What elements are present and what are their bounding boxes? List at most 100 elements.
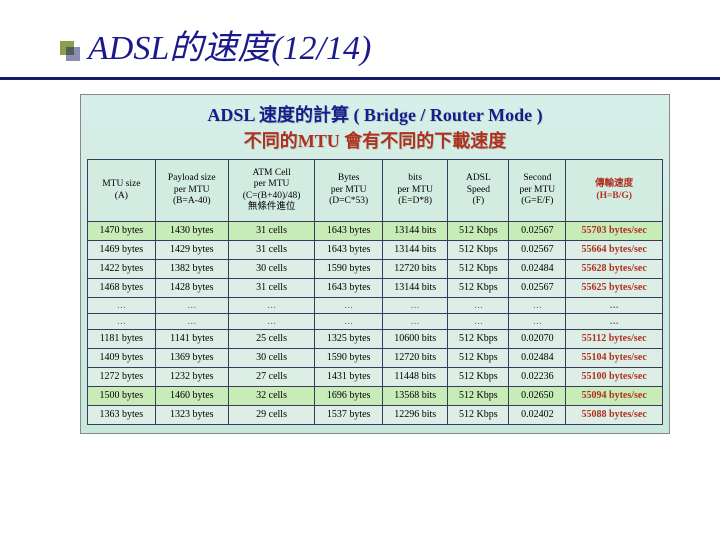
table-cell: 25 cells — [228, 329, 314, 348]
table-cell: 13144 bits — [382, 279, 447, 298]
table-gap-row: …………………… — [88, 313, 663, 329]
table-row: 1470 bytes1430 bytes31 cells1643 bytes13… — [88, 222, 663, 241]
table-cell: … — [315, 313, 383, 329]
table-cell: 13144 bits — [382, 222, 447, 241]
table-cell: 55094 bytes/sec — [566, 386, 663, 405]
table-cell: 512 Kbps — [448, 222, 509, 241]
table-cell: 0.02484 — [509, 348, 566, 367]
underline — [0, 77, 720, 80]
table-cell: 1382 bytes — [155, 260, 228, 279]
table-cell: 0.02236 — [509, 367, 566, 386]
table-cell: 1363 bytes — [88, 405, 156, 424]
table-cell: 1141 bytes — [155, 329, 228, 348]
table-cell: … — [566, 313, 663, 329]
table-cell: 31 cells — [228, 222, 314, 241]
col-bits: bitsper MTU(E=D*8) — [382, 160, 447, 222]
table-cell: 1272 bytes — [88, 367, 156, 386]
table-cell: … — [509, 313, 566, 329]
table-row: 1363 bytes1323 bytes29 cells1537 bytes12… — [88, 405, 663, 424]
table-cell: 1325 bytes — [315, 329, 383, 348]
table-row: 1469 bytes1429 bytes31 cells1643 bytes13… — [88, 241, 663, 260]
table-cell: 31 cells — [228, 241, 314, 260]
table-header-row: MTU size(A) Payload sizeper MTU(B=A-40) … — [88, 160, 663, 222]
table-cell: 10600 bits — [382, 329, 447, 348]
col-speed: ADSLSpeed(F) — [448, 160, 509, 222]
table-cell: 1429 bytes — [155, 241, 228, 260]
table-cell: 0.02650 — [509, 386, 566, 405]
table-cell: 55104 bytes/sec — [566, 348, 663, 367]
table-cell: 512 Kbps — [448, 348, 509, 367]
table-cell: 1643 bytes — [315, 222, 383, 241]
table-cell: 0.02402 — [509, 405, 566, 424]
table-cell: 1323 bytes — [155, 405, 228, 424]
col-payload: Payload sizeper MTU(B=A-40) — [155, 160, 228, 222]
page-title: ADSL的速度(12/14) — [88, 20, 371, 69]
table-cell: … — [509, 298, 566, 314]
table-cell: … — [448, 313, 509, 329]
content-panel: ADSL 速度的計算 ( Bridge / Router Mode ) 不同的M… — [80, 94, 670, 434]
table-cell: 12296 bits — [382, 405, 447, 424]
table-cell: 1430 bytes — [155, 222, 228, 241]
table-cell: 1590 bytes — [315, 260, 383, 279]
table-row: 1409 bytes1369 bytes30 cells1590 bytes12… — [88, 348, 663, 367]
table-row: 1272 bytes1232 bytes27 cells1431 bytes11… — [88, 367, 663, 386]
table-cell: 1470 bytes — [88, 222, 156, 241]
table-cell: … — [88, 313, 156, 329]
adsl-speed-table: MTU size(A) Payload sizeper MTU(B=A-40) … — [87, 159, 663, 425]
panel-subtitle-2: 不同的MTU 會有不同的下載速度 — [87, 127, 663, 153]
table-cell: 29 cells — [228, 405, 314, 424]
table-cell: 1181 bytes — [88, 329, 156, 348]
table-cell: … — [228, 298, 314, 314]
table-cell: 27 cells — [228, 367, 314, 386]
col-transfer: 傳輸速度(H=B/G) — [566, 160, 663, 222]
table-cell: 512 Kbps — [448, 386, 509, 405]
table-cell: 30 cells — [228, 260, 314, 279]
table-cell: 11448 bits — [382, 367, 447, 386]
table-cell: 1643 bytes — [315, 279, 383, 298]
table-cell: 1643 bytes — [315, 241, 383, 260]
table-cell: 0.02567 — [509, 279, 566, 298]
table-cell: 1369 bytes — [155, 348, 228, 367]
table-row: 1500 bytes1460 bytes32 cells1696 bytes13… — [88, 386, 663, 405]
table-cell: 1537 bytes — [315, 405, 383, 424]
table-cell: … — [382, 298, 447, 314]
col-atmcell: ATM Cellper MTU(C=(B+40)/48)無條件進位 — [228, 160, 314, 222]
table-cell: 32 cells — [228, 386, 314, 405]
table-cell: … — [155, 313, 228, 329]
table-cell: 1428 bytes — [155, 279, 228, 298]
table-gap-row: …………………… — [88, 298, 663, 314]
table-cell: 1409 bytes — [88, 348, 156, 367]
table-cell: … — [228, 313, 314, 329]
table-cell: 0.02070 — [509, 329, 566, 348]
col-mtu: MTU size(A) — [88, 160, 156, 222]
table-cell: 1500 bytes — [88, 386, 156, 405]
table-row: 1181 bytes1141 bytes25 cells1325 bytes10… — [88, 329, 663, 348]
table-cell: 512 Kbps — [448, 329, 509, 348]
table-cell: … — [382, 313, 447, 329]
table-cell: 55664 bytes/sec — [566, 241, 663, 260]
table-body: 1470 bytes1430 bytes31 cells1643 bytes13… — [88, 222, 663, 425]
table-cell: 0.02567 — [509, 222, 566, 241]
table-cell: 512 Kbps — [448, 260, 509, 279]
table-cell: 512 Kbps — [448, 367, 509, 386]
table-cell: 55625 bytes/sec — [566, 279, 663, 298]
table-cell: 55112 bytes/sec — [566, 329, 663, 348]
table-cell: 55703 bytes/sec — [566, 222, 663, 241]
table-cell: 55100 bytes/sec — [566, 367, 663, 386]
title-row: ADSL的速度(12/14) — [60, 20, 680, 69]
table-cell: 30 cells — [228, 348, 314, 367]
table-cell: 31 cells — [228, 279, 314, 298]
table-cell: 0.02567 — [509, 241, 566, 260]
table-cell: 512 Kbps — [448, 405, 509, 424]
table-cell: … — [315, 298, 383, 314]
table-cell: 55628 bytes/sec — [566, 260, 663, 279]
table-cell: 1460 bytes — [155, 386, 228, 405]
table-cell: 12720 bits — [382, 260, 447, 279]
table-cell: 55088 bytes/sec — [566, 405, 663, 424]
col-bytes: Bytesper MTU(D=C*53) — [315, 160, 383, 222]
col-second: Secondper MTU(G=E/F) — [509, 160, 566, 222]
table-cell: 512 Kbps — [448, 241, 509, 260]
table-cell: … — [448, 298, 509, 314]
table-cell: … — [155, 298, 228, 314]
table-cell: … — [566, 298, 663, 314]
